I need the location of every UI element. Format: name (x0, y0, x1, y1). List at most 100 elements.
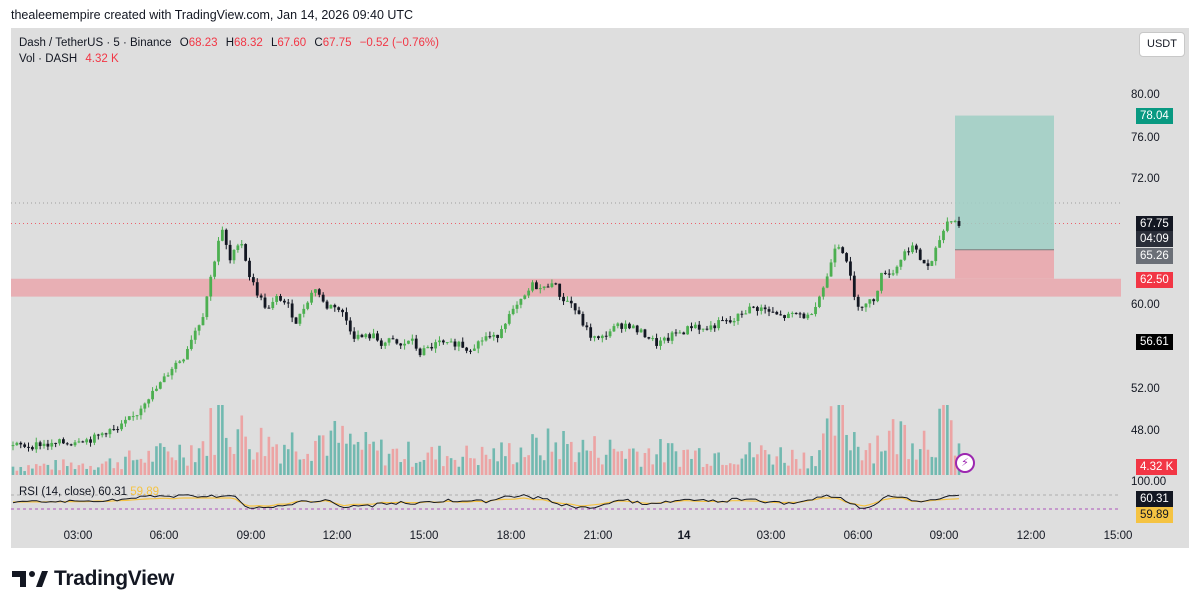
volume-bar (77, 465, 81, 475)
volume-bar (608, 439, 612, 475)
rsi-label[interactable]: RSI (14, close) (19, 486, 96, 498)
candle-body (911, 245, 914, 253)
volume-bar (670, 443, 674, 475)
position-stop-zone (955, 249, 1054, 279)
time-tick: 15:00 (409, 530, 439, 542)
candles (11, 216, 961, 453)
volume-bar (659, 439, 662, 475)
volume-bar (709, 465, 713, 475)
volume-bar (802, 452, 806, 475)
candle-body (678, 332, 682, 334)
candle-body (96, 434, 100, 436)
candle-body (585, 325, 589, 328)
candle-body (271, 301, 275, 309)
volume-bar (395, 448, 399, 475)
candle-body (573, 303, 577, 311)
currency-button[interactable]: USDT (1139, 32, 1185, 57)
candle-body (248, 260, 251, 278)
candle-body (953, 221, 957, 223)
price-chart[interactable] (11, 28, 1189, 548)
volume-bar (887, 430, 891, 475)
volume-bar (682, 450, 686, 475)
volume-bar (775, 456, 779, 475)
volume-bar (829, 406, 833, 475)
time-tick: 15:00 (1103, 530, 1133, 542)
candle-body (887, 273, 891, 275)
chart-panel[interactable]: Dash / TetherUS · 5 · Binance O68.23 H68… (11, 28, 1189, 548)
candle-body (755, 307, 759, 311)
time-tick: 09:00 (236, 530, 266, 542)
candle-body (562, 296, 565, 302)
candle-body (752, 306, 755, 308)
candle-body (104, 433, 108, 435)
candle-body (914, 245, 918, 250)
candle-body (899, 259, 903, 267)
volume-bar (713, 453, 717, 475)
candle-body (418, 348, 422, 356)
candle-body (732, 321, 736, 323)
symbol-name[interactable]: Dash / TetherUS · 5 · Binance (19, 37, 172, 49)
volume-bar (345, 443, 348, 475)
candle-body (38, 442, 42, 447)
candle-body (108, 429, 112, 435)
zone-layer (11, 115, 1121, 297)
candle-body (759, 307, 763, 311)
volume-bar (694, 450, 697, 475)
candle-body (938, 240, 942, 248)
volume-label[interactable]: Vol · DASH (19, 53, 78, 65)
candle-body (399, 343, 403, 346)
candle-body (643, 329, 647, 338)
candle-body (23, 444, 27, 447)
candle-body (608, 331, 612, 337)
volume-bar (496, 461, 499, 475)
candle-body (593, 336, 596, 338)
volume-bar (368, 443, 371, 475)
crosshair-price-badge: 56.61 (1136, 334, 1173, 350)
candle-body (922, 259, 926, 264)
candle-body (833, 248, 837, 263)
volume-bar (248, 449, 251, 475)
candle-body (876, 290, 879, 302)
stop-price-badge: 62.50 (1136, 272, 1173, 288)
volume-bar (46, 464, 50, 475)
volume-bar (383, 465, 387, 475)
candle-body (949, 221, 953, 223)
volume-bar (597, 457, 600, 475)
volume-bar (872, 463, 876, 475)
volume-bar (632, 448, 635, 475)
volume-bar (356, 441, 360, 475)
volume-bar (884, 450, 887, 475)
candle-body (290, 303, 294, 318)
price-tick: 60.00 (1131, 299, 1160, 311)
candle-body (314, 289, 317, 293)
candle-body (414, 338, 418, 349)
volume-bar (170, 457, 174, 475)
candle-body (496, 334, 500, 338)
volume-bar (453, 459, 457, 475)
volume-bar (573, 462, 577, 475)
volume-bar (690, 458, 693, 475)
candle-body (434, 342, 437, 349)
volume-bar (116, 462, 119, 475)
volume-bar (50, 469, 54, 475)
candle-body (597, 336, 600, 339)
candle-body (445, 342, 449, 344)
volume-bar (182, 457, 185, 475)
candle-body (251, 277, 255, 283)
volume-bar (166, 451, 170, 475)
chart-grid (11, 202, 1121, 225)
candle-body (77, 441, 81, 443)
candle-body (880, 272, 883, 291)
candle-body (236, 245, 240, 250)
time-tick: 18:00 (496, 530, 526, 542)
lightning-icon[interactable]: ⚡ (955, 453, 975, 473)
candle-body (376, 333, 379, 341)
candle-body (116, 429, 120, 431)
candle-body (810, 314, 814, 316)
candle-body (651, 338, 655, 340)
volume-bar (876, 435, 879, 475)
tradingview-logo[interactable]: TradingView (12, 566, 174, 592)
candle-body (748, 306, 752, 314)
volume-bar (321, 435, 325, 475)
candle-body (783, 315, 786, 319)
